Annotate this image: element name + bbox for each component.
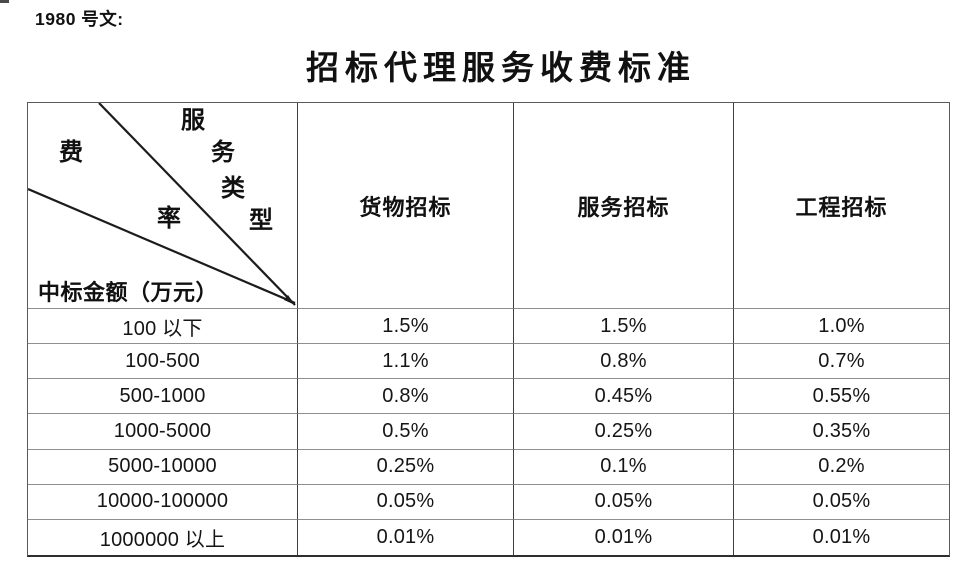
- fee-value: 0.8%: [382, 384, 429, 407]
- row-label: 500-1000: [119, 384, 206, 407]
- fee-value: 0.25%: [376, 455, 435, 478]
- fee-value: 0.05%: [376, 490, 435, 513]
- fee-value: 0.7%: [818, 349, 865, 372]
- row-label: 100-500: [125, 349, 200, 372]
- fee-cell: 1.5%: [514, 309, 734, 345]
- fee-cell: 0.01%: [514, 519, 734, 555]
- fee-cell: 0.35%: [734, 414, 949, 450]
- column-header-service: 服务招标: [577, 194, 670, 220]
- table-row-label-cell: 100-500: [28, 344, 298, 380]
- page-title: 招标代理服务收费标准: [306, 51, 696, 87]
- fee-value: 0.55%: [812, 384, 871, 407]
- fee-value: 0.05%: [594, 490, 653, 513]
- corner-header-cell: 服 务 类 型 费 率 中标金额（万元）: [28, 103, 298, 309]
- fee-cell: 0.01%: [298, 519, 514, 555]
- fee-value: 1.1%: [382, 349, 429, 372]
- fee-cell: 0.8%: [298, 379, 514, 415]
- diagonal-split-lines: [28, 103, 296, 306]
- corner-service-type-char: 型: [249, 208, 273, 234]
- fee-cell: 0.05%: [734, 485, 949, 520]
- fee-value: 0.01%: [812, 525, 871, 548]
- row-label: 1000-5000: [113, 419, 212, 442]
- row-label: 10000-100000: [96, 490, 229, 513]
- diagonal-line-upper: [98, 103, 296, 306]
- fee-cell: 0.5%: [298, 414, 514, 450]
- corner-fee-rate-char: 率: [157, 206, 181, 232]
- fee-value: 0.2%: [818, 455, 865, 478]
- corner-service-type-char: 务: [211, 140, 235, 166]
- fee-value: 0.01%: [594, 525, 653, 548]
- fee-value: 1.5%: [600, 314, 647, 337]
- fee-value: 0.1%: [600, 455, 647, 478]
- fee-value: 1.0%: [818, 314, 865, 337]
- fee-cell: 0.05%: [514, 484, 734, 520]
- table-row-label-cell: 1000000 以上: [28, 519, 298, 555]
- corner-service-type-char: 类: [221, 176, 245, 202]
- fee-cell: 0.45%: [514, 379, 734, 415]
- fee-cell: 0.55%: [734, 379, 949, 415]
- table-row-label-cell: 5000-10000: [28, 449, 298, 485]
- fee-value: 1.5%: [382, 314, 429, 337]
- corner-service-type-char: 服: [181, 108, 205, 134]
- diagonal-arrowhead: [284, 295, 295, 305]
- diagonal-line-lower: [28, 187, 296, 305]
- fee-value: 0.05%: [812, 490, 871, 513]
- column-header-goods: 货物招标: [359, 194, 452, 220]
- fee-value: 0.25%: [594, 419, 653, 442]
- fee-cell: 0.2%: [734, 450, 949, 485]
- doc-number: 1980 号文:: [35, 9, 124, 29]
- fee-value: 0.01%: [376, 525, 435, 548]
- row-label: 1000000 以上: [99, 528, 226, 551]
- fee-value: 0.35%: [812, 419, 871, 442]
- fee-cell: 0.25%: [298, 449, 514, 485]
- fee-cell: 0.05%: [298, 484, 514, 520]
- row-label: 100 以下: [122, 317, 203, 340]
- corner-amount-label: 中标金额（万元）: [38, 280, 219, 305]
- page-edge-mark: [0, 0, 9, 3]
- fee-cell: 0.1%: [514, 449, 734, 485]
- fee-cell: 0.8%: [514, 344, 734, 380]
- fee-value: 0.5%: [382, 419, 429, 442]
- row-label: 5000-10000: [108, 455, 217, 478]
- fee-value: 0.8%: [600, 349, 647, 372]
- table-row-label-cell: 500-1000: [28, 379, 298, 415]
- fee-cell: 1.0%: [734, 309, 949, 345]
- corner-fee-rate-char: 费: [59, 140, 83, 166]
- fee-cell: 0.01%: [734, 520, 949, 555]
- fee-cell: 1.5%: [298, 309, 514, 345]
- table-row-label-cell: 1000-5000: [28, 414, 298, 450]
- table-row-label-cell: 10000-100000: [28, 484, 298, 520]
- fee-cell: 0.7%: [734, 344, 949, 380]
- column-header-engineering: 工程招标: [795, 194, 888, 220]
- fee-cell: 1.1%: [298, 344, 514, 380]
- fee-cell: 0.25%: [514, 414, 734, 450]
- table-row-label-cell: 100 以下: [28, 309, 298, 345]
- fee-value: 0.45%: [594, 384, 653, 407]
- fee-standard-table: 服 务 类 型 费 率 中标金额（万元） 货物招标 服务招标 工程招标 100 …: [27, 102, 950, 557]
